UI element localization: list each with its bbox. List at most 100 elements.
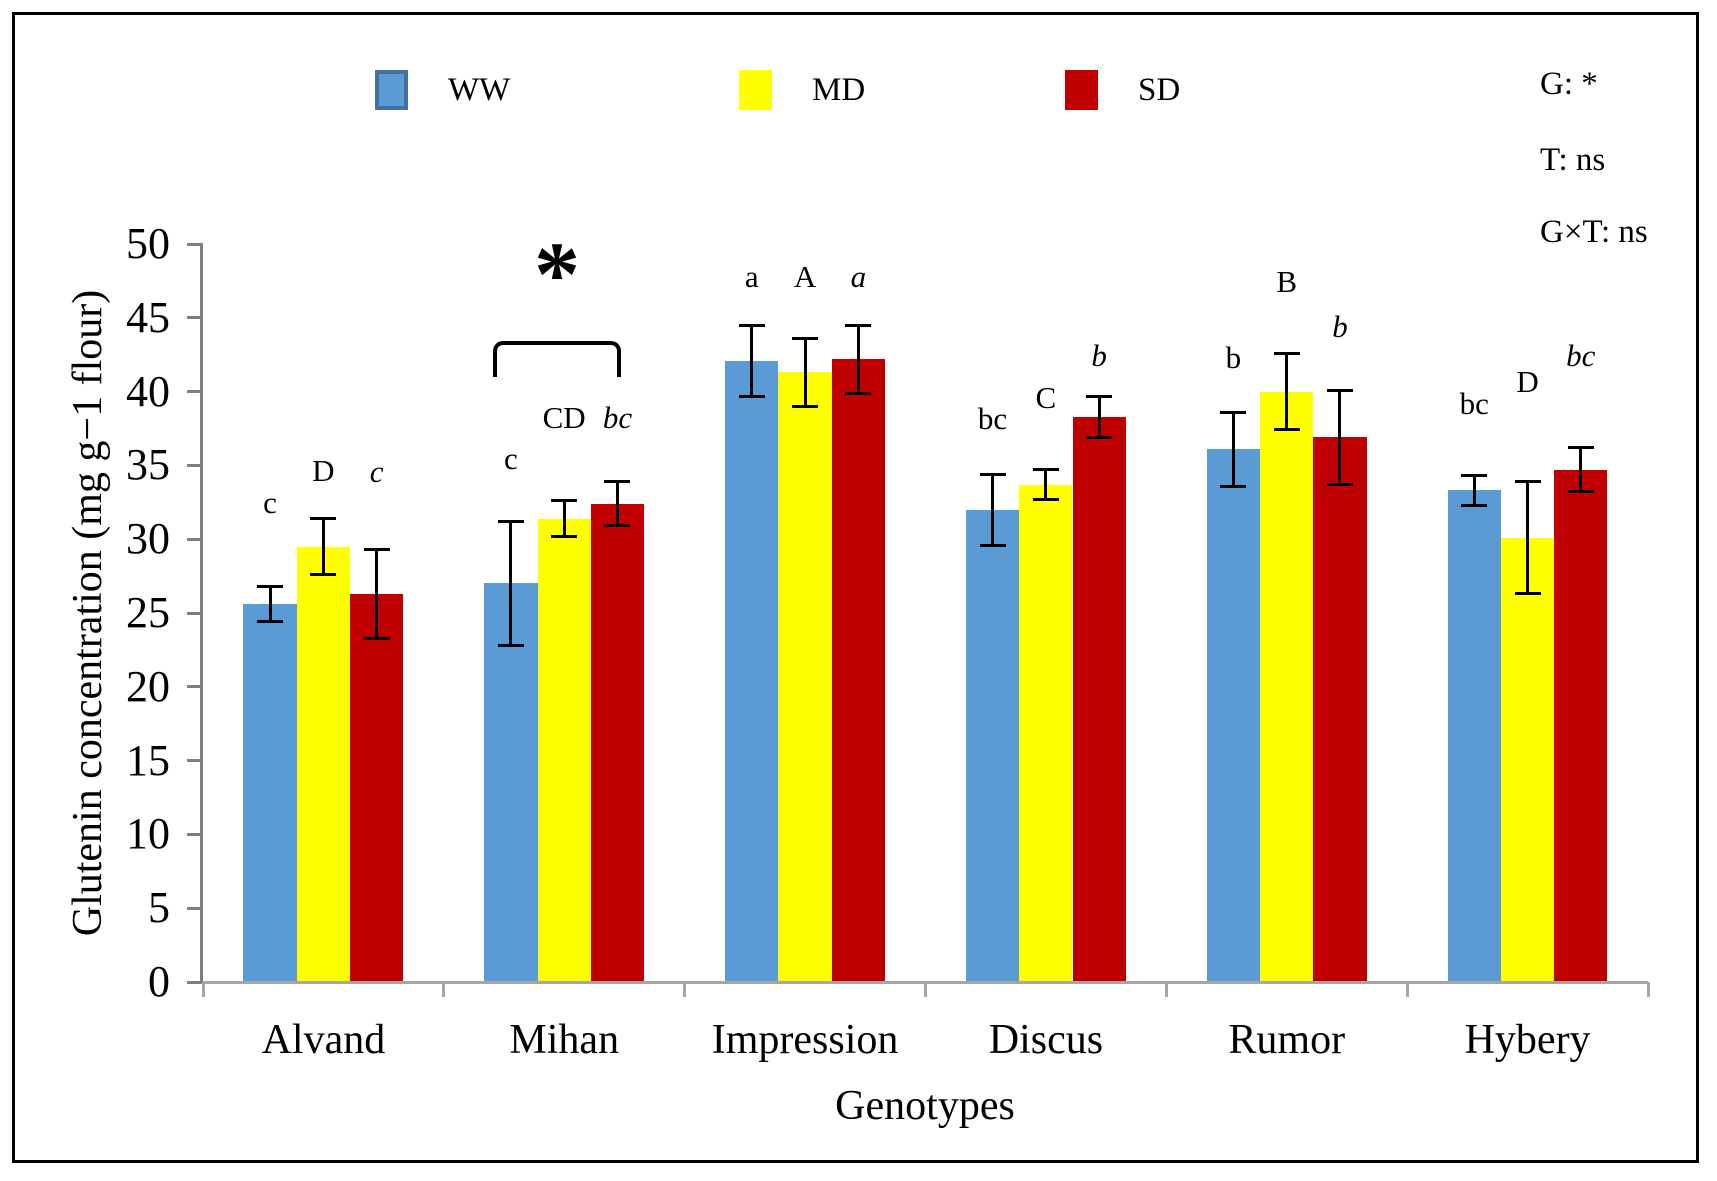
error-cap-top [604, 480, 631, 484]
error-bar-sd-mihan [615, 481, 619, 526]
bar-ww-alvand [243, 604, 297, 982]
y-tick-label: 15 [126, 735, 170, 785]
error-bar-sd-rumor [1338, 390, 1342, 485]
error-bar-sd-discus [1097, 396, 1101, 438]
error-cap-bottom [1514, 592, 1541, 596]
error-cap-bottom [979, 543, 1006, 547]
error-bar-sd-impression [856, 325, 860, 394]
error-cap-bottom [1461, 503, 1488, 507]
legend-label-md: MD [812, 72, 866, 108]
y-tick-mark [187, 685, 203, 689]
error-bar-md-rumor [1285, 353, 1289, 430]
error-bar-md-impression [803, 338, 807, 407]
error-cap-top [979, 472, 1006, 476]
bar-sd-alvand [350, 593, 404, 982]
x-axis-line [203, 980, 1648, 984]
x-tick-mark [1405, 982, 1409, 997]
error-cap-bottom [551, 534, 578, 538]
error-bar-ww-impression [750, 325, 754, 397]
error-cap-top [1567, 446, 1594, 450]
x-axis-title: Genotypes [835, 1083, 1015, 1129]
y-tick-label: 30 [126, 514, 170, 564]
legend-label-ww: WW [448, 72, 511, 108]
error-bar-ww-hybery [1472, 475, 1476, 506]
category-label-mihan: Mihan [509, 1017, 620, 1063]
x-tick-mark [1646, 982, 1650, 997]
error-cap-bottom [1032, 497, 1059, 501]
error-cap-bottom [1220, 484, 1247, 488]
category-label-impression: Impression [711, 1017, 899, 1063]
x-tick-mark [442, 982, 446, 997]
error-cap-bottom [257, 620, 284, 624]
bar-ww-hybery [1447, 490, 1501, 982]
y-tick-mark [187, 463, 203, 467]
error-bar-sd-alvand [375, 549, 379, 639]
category-label-alvand: Alvand [261, 1017, 386, 1063]
sig-letter-ww-impression: a [744, 259, 759, 295]
y-tick-mark [187, 759, 203, 763]
error-cap-bottom [1273, 428, 1300, 432]
category-label-rumor: Rumor [1228, 1017, 1346, 1063]
sig-letter-sd-mihan: bc [602, 399, 633, 435]
y-tick-mark [187, 611, 203, 615]
error-bar-ww-alvand [268, 586, 272, 622]
sig-letter-md-rumor: B [1276, 263, 1298, 299]
error-bar-md-mihan [562, 500, 566, 537]
bar-md-discus [1019, 484, 1073, 982]
stat-treatment: T: ns [1540, 142, 1606, 178]
y-tick-label: 5 [148, 883, 170, 933]
y-tick-mark [187, 906, 203, 910]
x-tick-mark [683, 982, 687, 997]
significance-asterisk: * [534, 223, 580, 325]
x-tick-mark [201, 982, 205, 997]
y-tick-mark [187, 390, 203, 394]
y-tick-label: 40 [126, 366, 170, 416]
bar-sd-discus [1072, 416, 1126, 982]
sig-letter-sd-impression: a [850, 259, 867, 295]
legend-label-sd: SD [1138, 72, 1181, 108]
error-cap-top [257, 584, 284, 588]
sig-letter-ww-hybery: bc [1459, 386, 1489, 422]
error-cap-top [1220, 410, 1247, 414]
error-bar-md-hybery [1526, 481, 1530, 594]
y-tick-mark [187, 242, 203, 246]
sig-letter-sd-rumor: b [1332, 309, 1348, 345]
stat-genotype: G: * [1540, 66, 1598, 102]
bar-ww-rumor [1206, 449, 1261, 982]
y-axis-line [200, 244, 203, 982]
sig-letter-md-hybery: D [1516, 364, 1539, 400]
error-cap-bottom [792, 404, 819, 408]
y-tick-mark [187, 980, 203, 984]
x-tick-mark [924, 982, 927, 997]
y-tick-label: 10 [126, 809, 170, 859]
error-cap-bottom [738, 394, 765, 398]
legend-swatch-md [739, 70, 772, 110]
significance-bracket-mihan [493, 341, 621, 377]
sig-letter-ww-alvand: c [263, 485, 277, 521]
sig-letter-md-impression: A [793, 259, 817, 295]
y-tick-mark [187, 537, 203, 541]
bar-ww-impression [725, 360, 779, 982]
error-cap-bottom [310, 573, 337, 577]
error-bar-ww-discus [991, 474, 995, 546]
error-cap-top [551, 499, 578, 503]
sig-letter-ww-rumor: b [1225, 340, 1242, 376]
bar-md-rumor [1260, 391, 1314, 982]
error-cap-bottom [1567, 490, 1594, 494]
error-bar-md-alvand [321, 518, 325, 575]
y-tick-label: 25 [126, 588, 170, 637]
sig-letter-md-alvand: D [312, 452, 335, 488]
error-cap-top [497, 519, 524, 523]
error-bar-ww-mihan [509, 521, 513, 646]
error-cap-top [845, 323, 872, 327]
error-cap-bottom [497, 643, 524, 647]
error-bar-sd-hybery [1579, 447, 1583, 492]
bar-md-alvand [296, 546, 350, 982]
error-cap-top [1086, 394, 1113, 398]
bar-ww-discus [965, 509, 1020, 982]
error-cap-bottom [363, 636, 390, 640]
sig-letter-md-discus: C [1035, 380, 1057, 416]
error-cap-bottom [1086, 435, 1113, 439]
error-bar-ww-rumor [1231, 412, 1235, 487]
error-cap-top [738, 323, 765, 327]
